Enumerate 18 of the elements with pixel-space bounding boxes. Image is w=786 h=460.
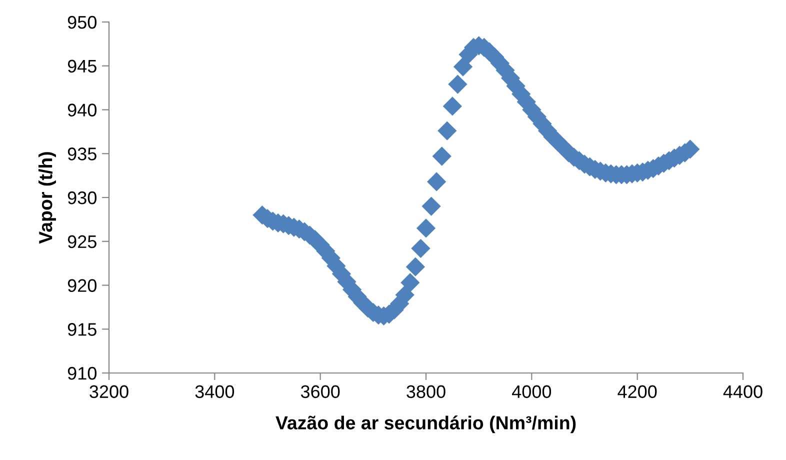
x-tick-label: 3800: [406, 385, 446, 398]
x-tick-label: 3600: [300, 385, 340, 398]
x-tick-label: 3200: [90, 385, 128, 398]
x-axis-title: Vazão de ar secundário (Nm³/min): [276, 416, 576, 434]
y-tick-label: 910: [68, 366, 96, 380]
x-tick-label: 4200: [618, 385, 657, 398]
y-tick-label: 925: [68, 235, 96, 248]
y-tick-label: 940: [68, 104, 96, 116]
x-tick-label: 3400: [195, 385, 234, 398]
x-tick-label: 4000: [512, 385, 552, 398]
y-tick-label: 950: [68, 16, 96, 29]
y-tick-label: 930: [68, 191, 96, 204]
y-axis-title: Vapor (t/h): [38, 152, 56, 244]
y-tick-label: 915: [68, 323, 96, 336]
y-tick-label: 920: [68, 279, 96, 292]
x-tick-label: 4400: [723, 385, 762, 398]
y-tick-label: 945: [68, 60, 96, 73]
y-tick-label: 935: [68, 148, 96, 160]
